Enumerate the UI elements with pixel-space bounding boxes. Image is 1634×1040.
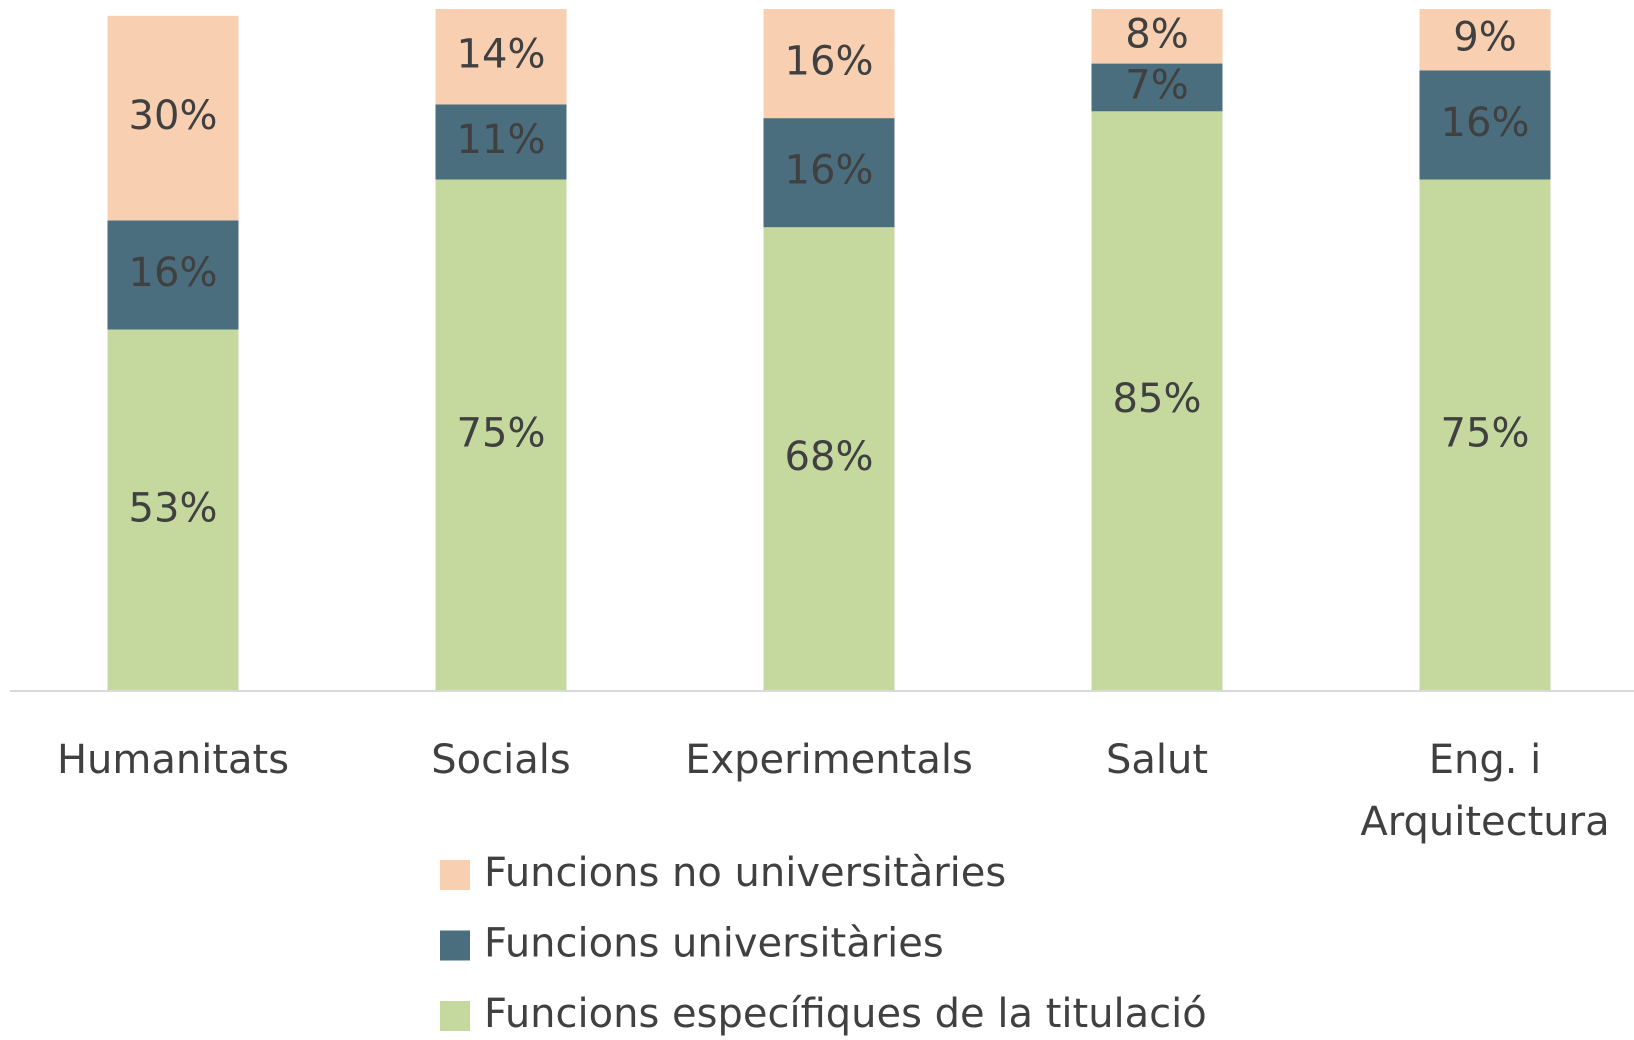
bar-segment	[107, 329, 239, 691]
bar-segment	[1419, 179, 1551, 691]
bar-segment	[1091, 9, 1223, 64]
legend-label: Funcions universitàries	[484, 921, 944, 967]
data-label: 85%	[1113, 376, 1202, 422]
x-tick-label: Humanitats	[56, 737, 290, 783]
bar-segment	[763, 227, 895, 692]
x-tick-label: Experimentals	[685, 737, 973, 783]
data-label: 75%	[1441, 410, 1530, 456]
data-label: 16%	[1441, 100, 1530, 146]
legend-swatch	[440, 860, 470, 890]
bar-segment	[435, 104, 567, 180]
bar-segment	[107, 220, 239, 330]
legend-label: Funcions específiques de la titulació	[484, 991, 1207, 1037]
x-tick-label: Eng. i Arquitectura	[1360, 737, 1610, 845]
data-label: 8%	[1125, 11, 1188, 57]
bar-segment	[435, 179, 567, 691]
data-label: 7%	[1125, 62, 1188, 108]
bar-segment	[1419, 9, 1551, 71]
data-label: 16%	[785, 39, 874, 85]
legend-swatch	[440, 930, 470, 961]
data-label: 53%	[129, 485, 218, 531]
bar-segment	[1419, 70, 1551, 180]
bar-segment	[107, 15, 239, 221]
x-tick-label: Salut	[1105, 737, 1209, 783]
data-label: 9%	[1453, 15, 1516, 61]
bar-segment	[763, 118, 895, 228]
legend-label: Funcions no universitàries	[484, 850, 1006, 896]
bar-segment	[763, 9, 895, 119]
data-label: 75%	[457, 410, 546, 456]
data-label: 14%	[457, 32, 546, 78]
data-label: 30%	[129, 93, 218, 139]
bar-segment	[1091, 111, 1223, 692]
data-label: 11%	[457, 117, 546, 163]
bar-segment	[435, 9, 567, 105]
data-label: 16%	[785, 148, 874, 194]
legend-swatch	[440, 1001, 470, 1031]
data-label: 16%	[129, 250, 218, 296]
data-label: 68%	[785, 434, 874, 480]
x-tick-label: Socials	[431, 737, 571, 783]
bar-segment	[1091, 63, 1223, 112]
